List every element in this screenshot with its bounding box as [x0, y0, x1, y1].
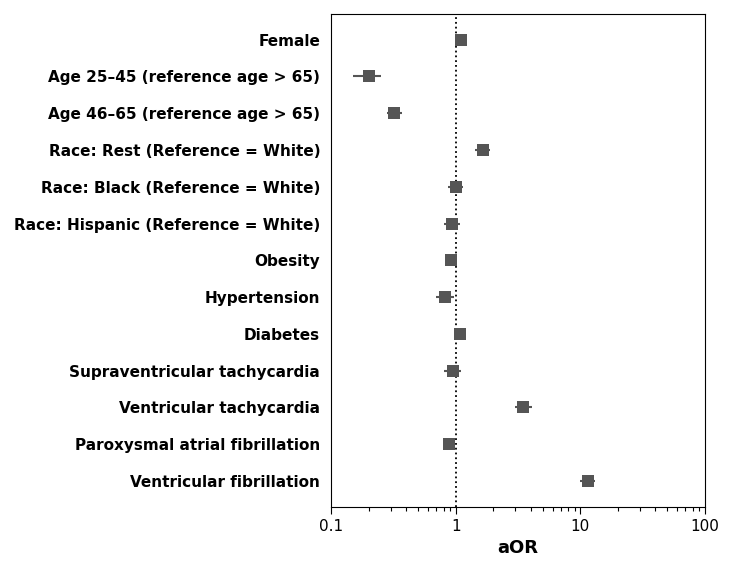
X-axis label: aOR: aOR	[498, 539, 539, 557]
